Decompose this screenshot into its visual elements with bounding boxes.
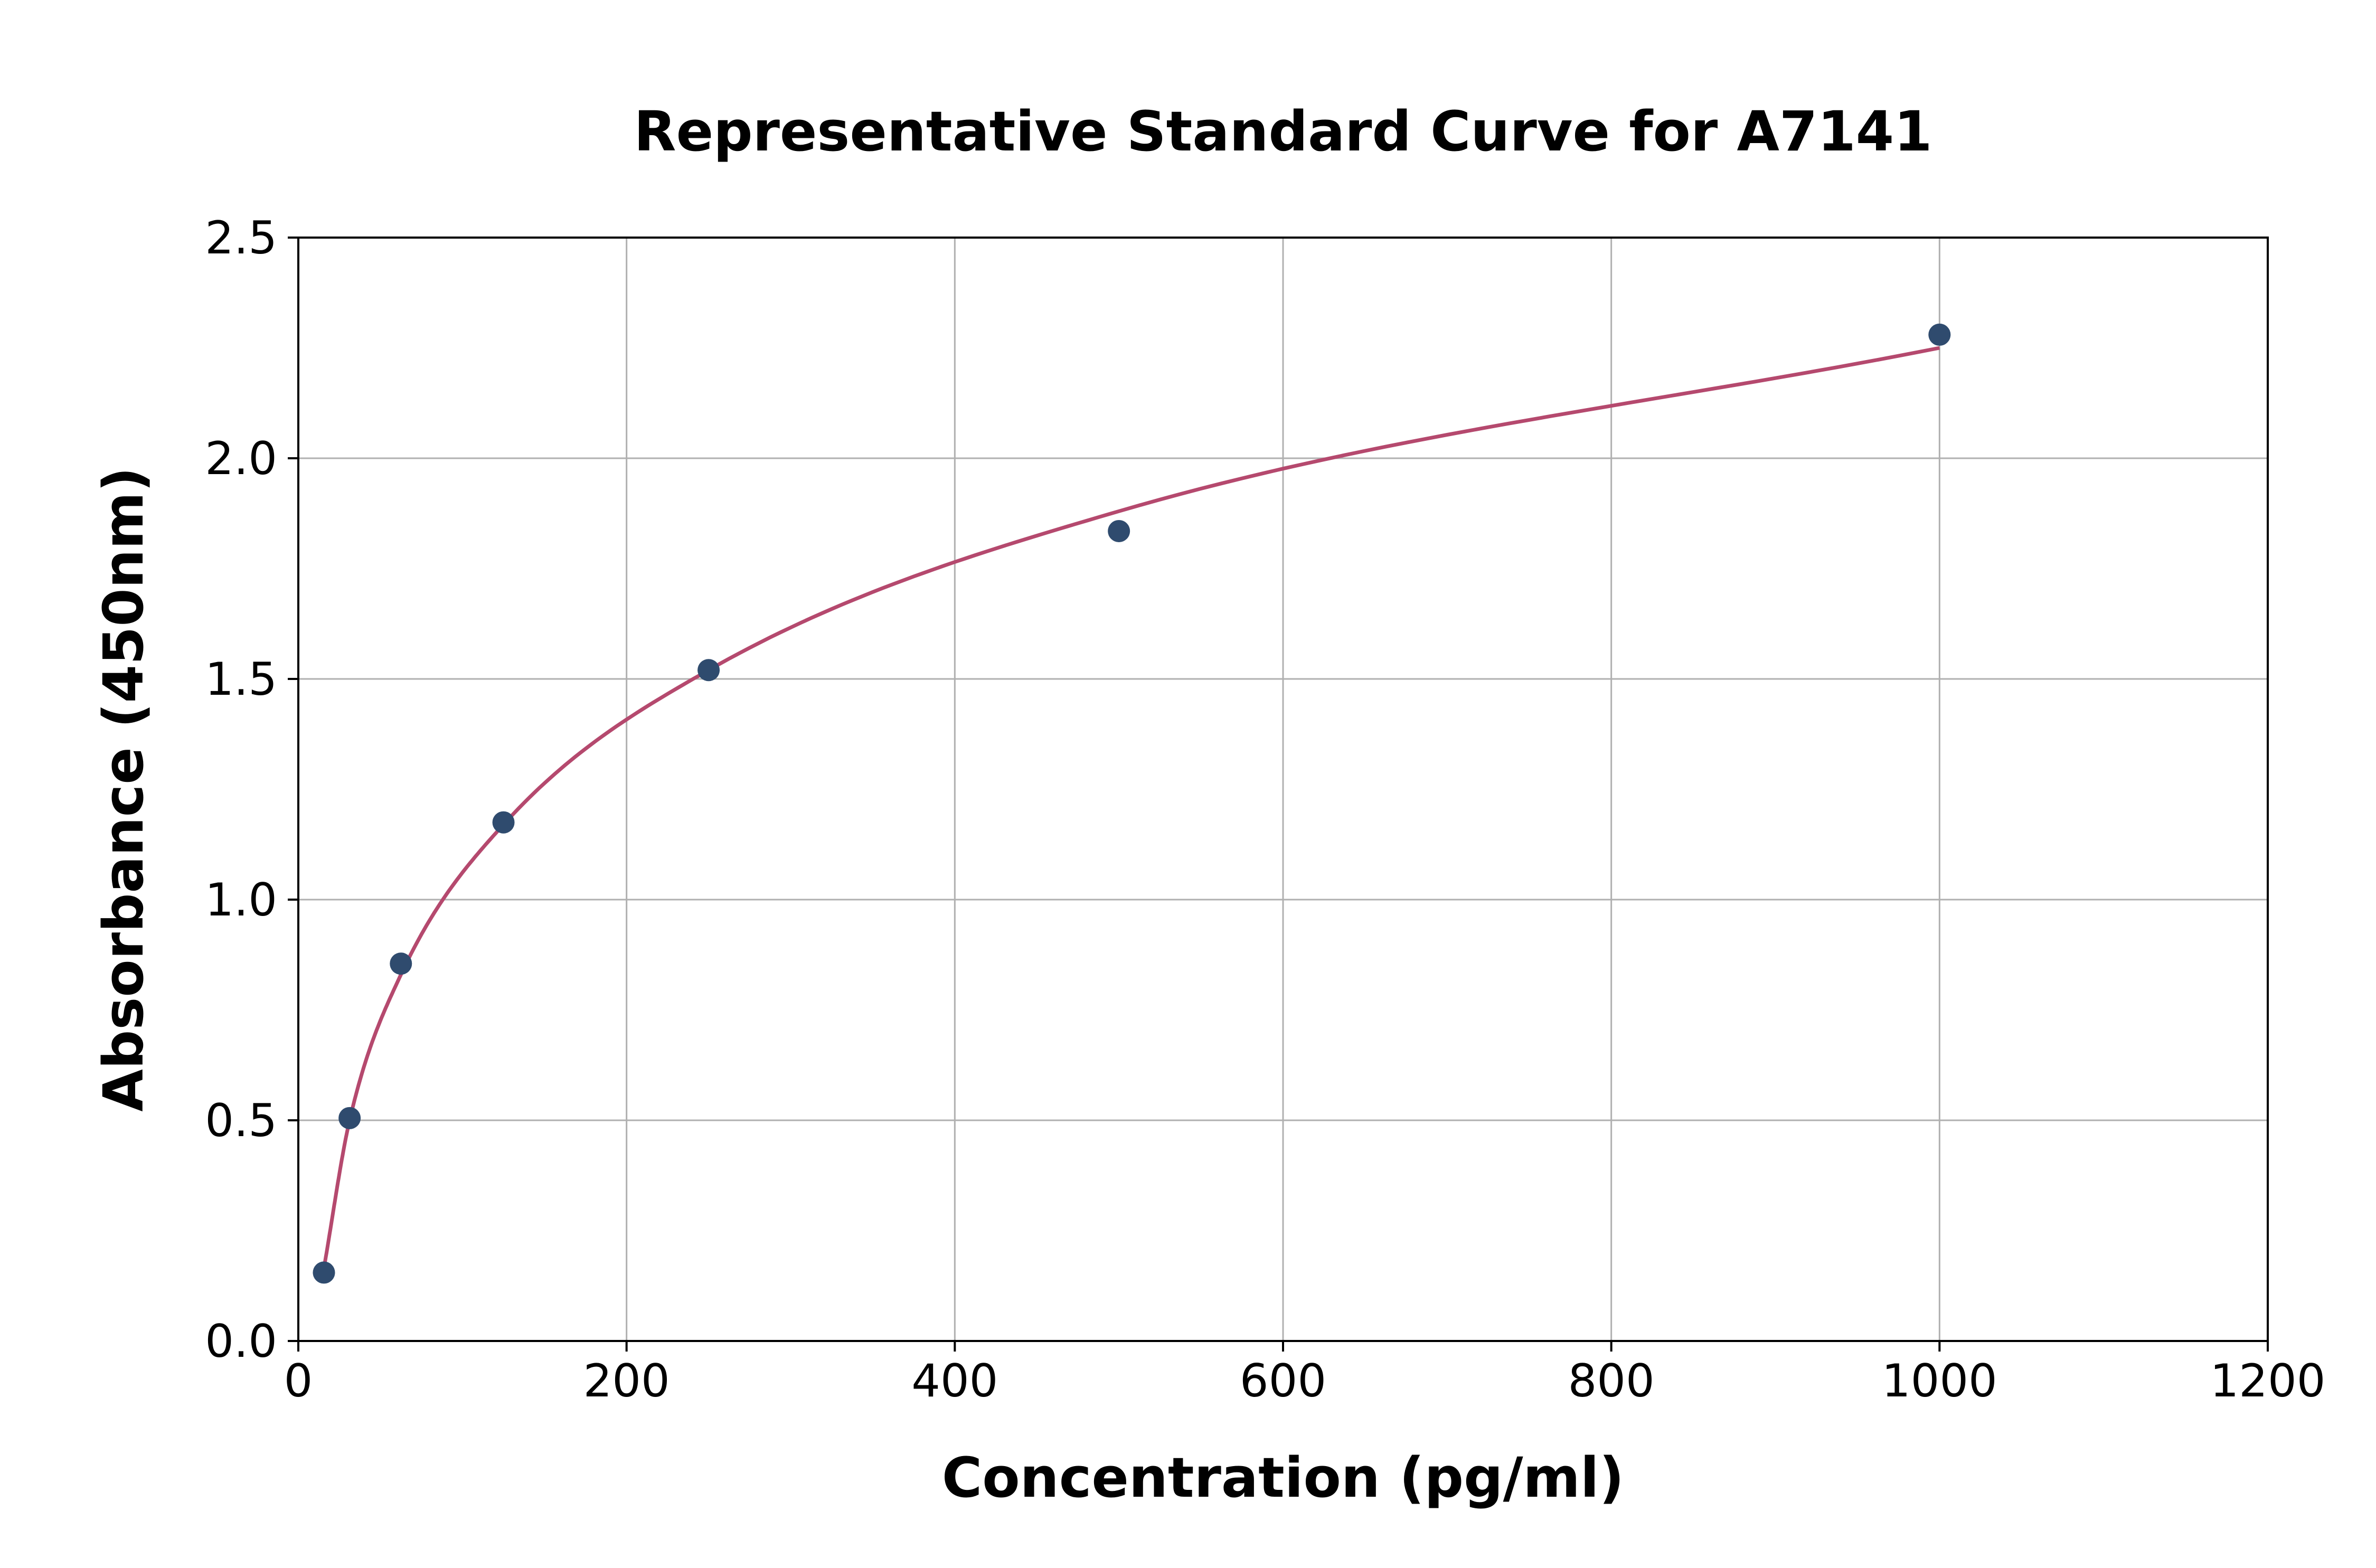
data-point [313,1261,335,1284]
y-tick-label: 0.0 [205,1315,277,1368]
x-tick-label: 0 [284,1355,313,1408]
data-point [492,811,515,834]
y-tick-label: 2.0 [205,432,277,485]
chart-title: Representative Standard Curve for A7141 [634,99,1932,164]
y-axis-label: Absorbance (450nm) [91,467,156,1111]
data-point [697,659,720,682]
y-axis-ticks: 0.0 0.5 1.0 1.5 2.0 2.5 [205,212,298,1368]
y-tick-label: 0.5 [205,1094,277,1147]
y-tick-label: 1.0 [205,874,277,927]
x-tick-label: 800 [1568,1355,1655,1408]
y-tick-label: 1.5 [205,653,277,706]
data-point [1108,519,1130,542]
x-tick-label: 400 [911,1355,998,1408]
data-point [338,1107,361,1129]
data-points-layer [313,323,1951,1284]
x-axis-ticks: 0 200 400 600 800 1000 1200 [284,1341,2326,1408]
x-tick-label: 1200 [2210,1355,2326,1408]
x-tick-label: 600 [1240,1355,1326,1408]
x-tick-label: 1000 [1882,1355,1997,1408]
data-point [390,952,412,975]
x-tick-label: 200 [583,1355,670,1408]
x-axis-label: Concentration (pg/ml) [942,1446,1624,1510]
data-point [1928,323,1951,346]
y-tick-label: 2.5 [205,212,277,265]
